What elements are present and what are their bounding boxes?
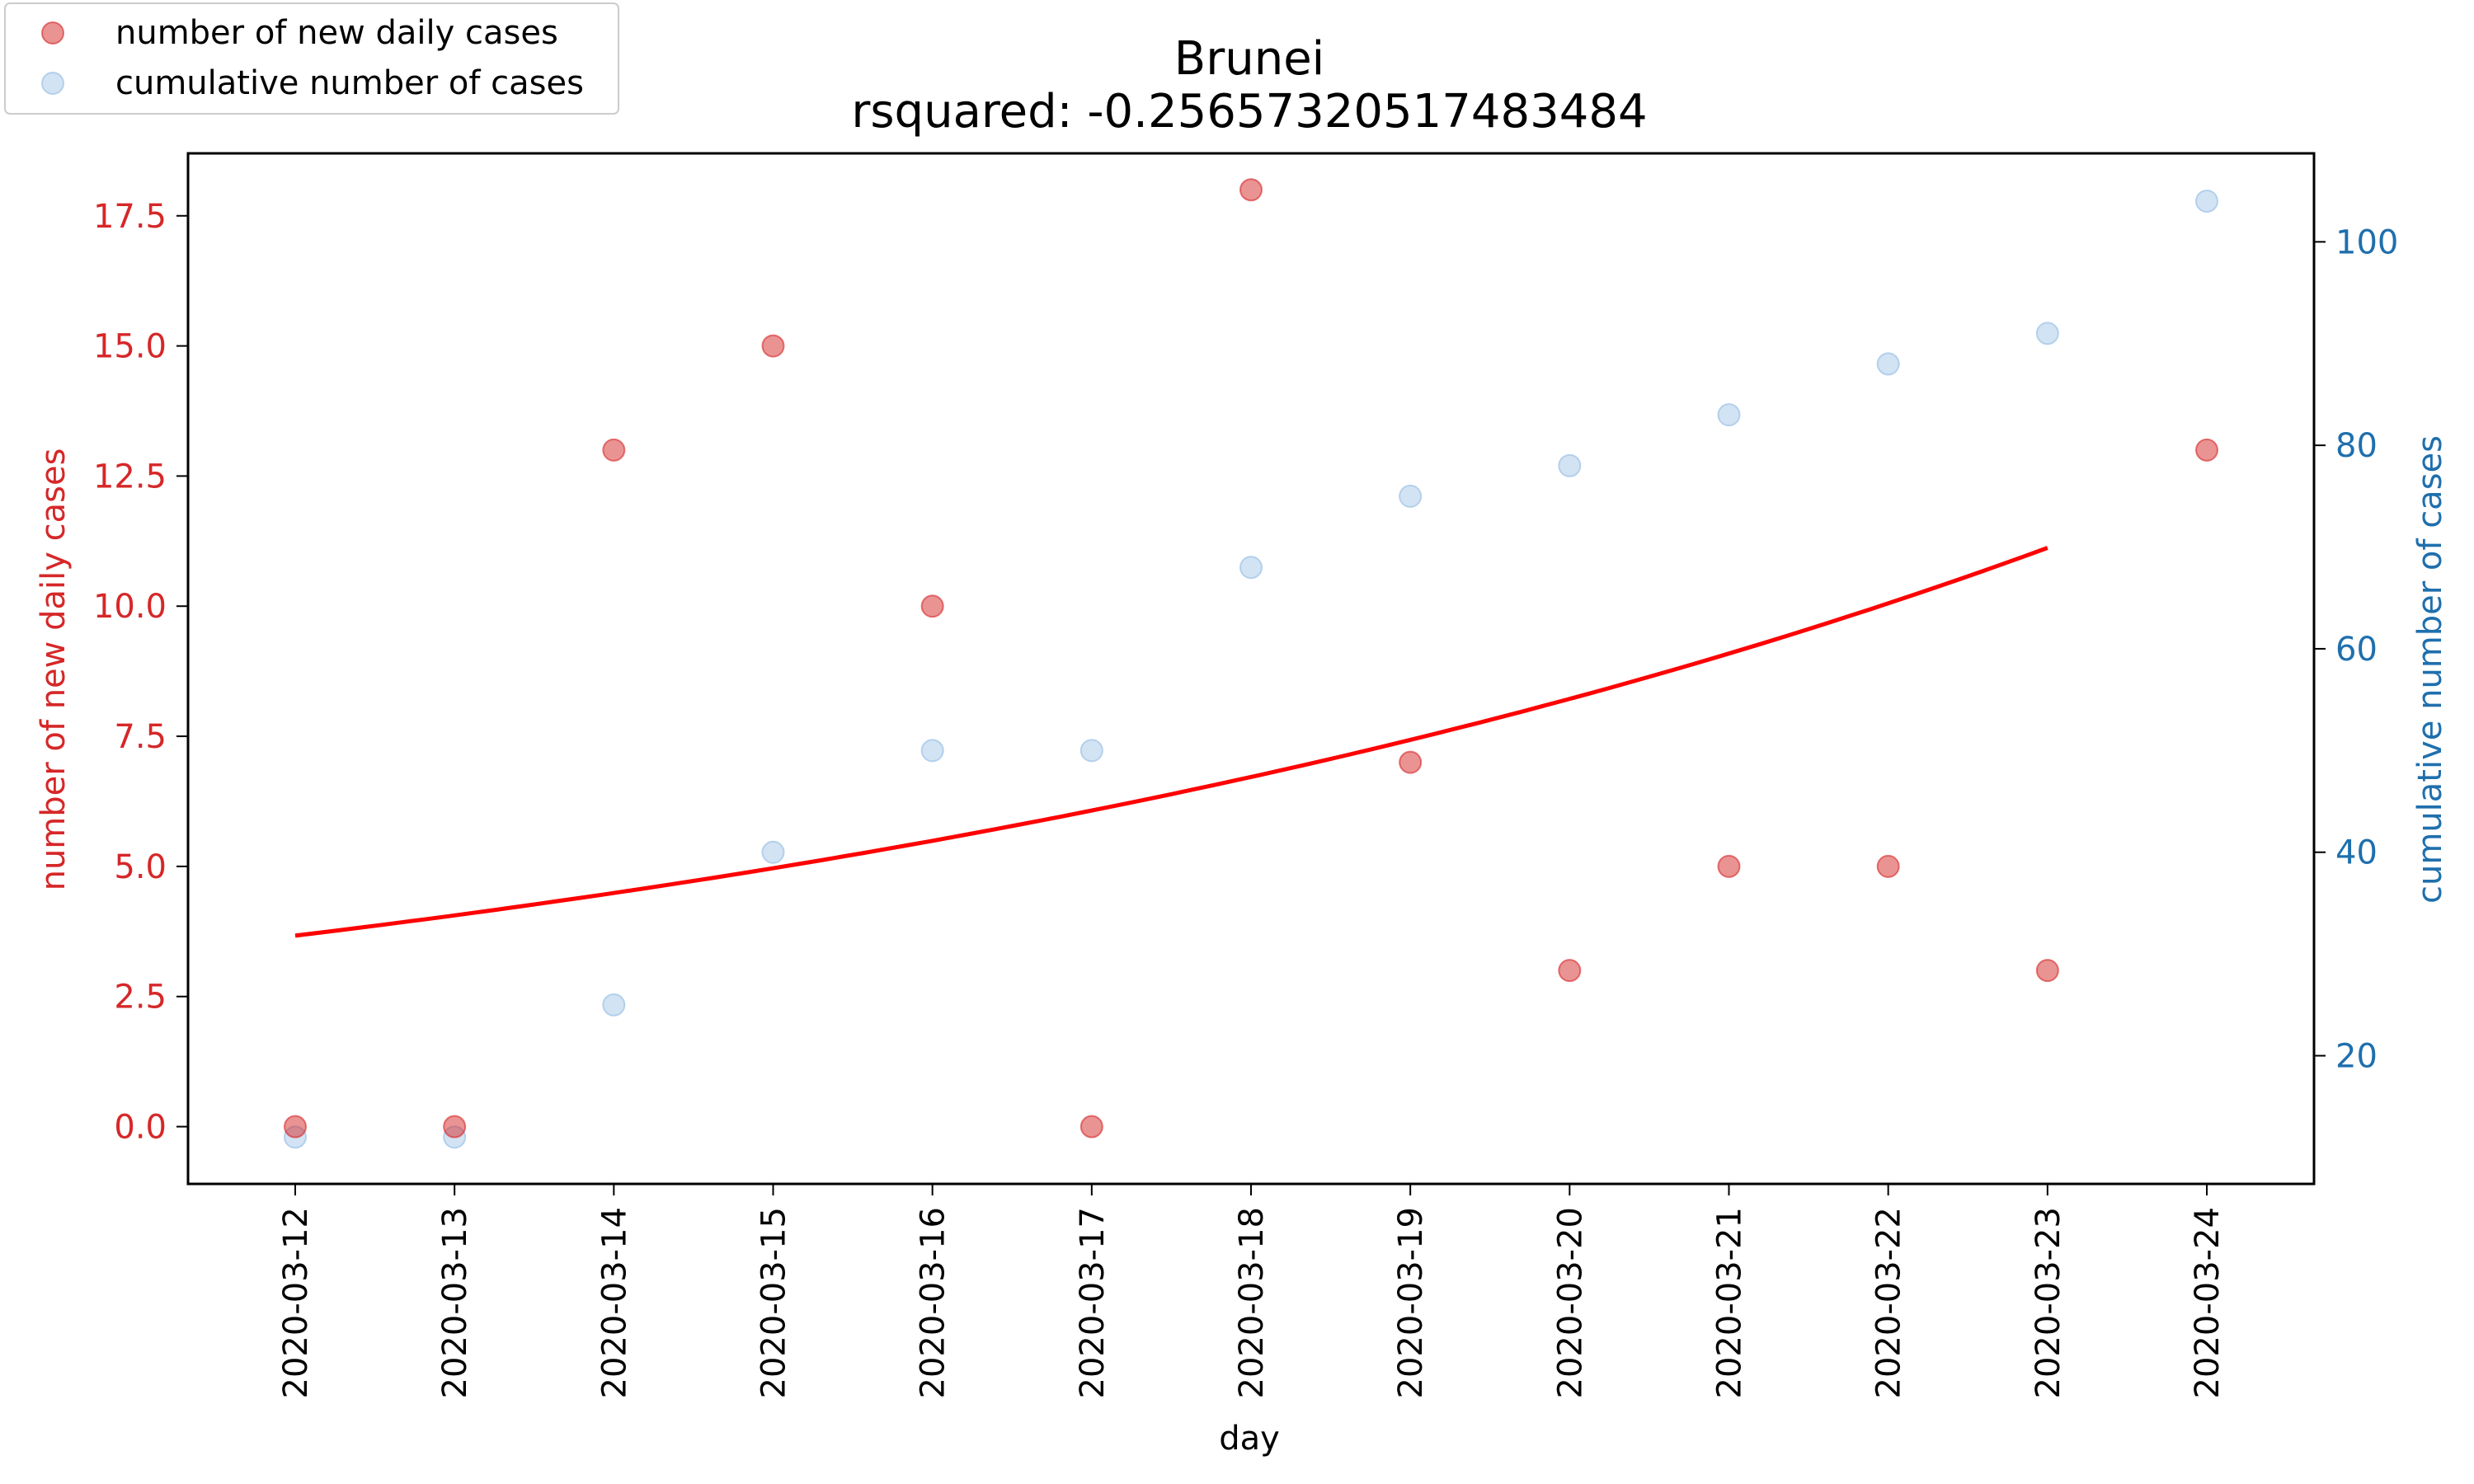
chart-subtitle: rsquared: -0.25657320517483484: [851, 85, 1647, 139]
new-daily-point-2020-03-17: [1079, 1115, 1103, 1139]
new-daily-point-2020-03-15: [761, 334, 785, 358]
new-daily-point-2020-03-16: [920, 594, 944, 618]
cumulative-point-2020-03-14: [602, 993, 626, 1017]
new-daily-point-2020-03-20: [1558, 959, 1582, 983]
y-left-tick-label-4: 10.0: [93, 588, 167, 626]
new-daily-point-2020-03-23: [2035, 959, 2059, 983]
legend-frame: [4, 2, 619, 115]
cumulative-point-2020-03-18: [1239, 556, 1263, 580]
y-right-tick-label-1: 40: [2335, 834, 2378, 872]
cumulative-point-2020-03-20: [1558, 453, 1582, 477]
x-tick-label-2020-03-15: 2020-03-15: [755, 1207, 793, 1398]
y-left-tick-label-0: 0.0: [114, 1109, 167, 1147]
y-left-tick-label-7: 17.5: [93, 198, 167, 236]
x-tick-label-2020-03-23: 2020-03-23: [2030, 1207, 2067, 1398]
legend-label-new-daily: number of new daily cases: [115, 14, 558, 52]
new-daily-point-2020-03-12: [284, 1115, 307, 1139]
x-tick-label-2020-03-16: 2020-03-16: [915, 1207, 952, 1398]
cumulative-point-2020-03-24: [2195, 189, 2218, 213]
x-axis-label: day: [1219, 1420, 1280, 1458]
x-tick-label-2020-03-21: 2020-03-21: [1711, 1207, 1749, 1398]
y-right-tick-label-0: 20: [2335, 1038, 2378, 1076]
new-daily-point-2020-03-21: [1717, 854, 1741, 878]
y-left-tick-label-2: 5.0: [114, 848, 167, 886]
x-tick-label-2020-03-19: 2020-03-19: [1392, 1207, 1430, 1398]
new-daily-point-2020-03-13: [443, 1115, 467, 1139]
plot-frame: [186, 152, 2316, 1186]
legend-label-cumulative: cumulative number of cases: [115, 64, 584, 102]
x-tick-label-2020-03-13: 2020-03-13: [436, 1207, 474, 1398]
x-tick-label-2020-03-22: 2020-03-22: [1870, 1207, 1908, 1398]
new-daily-point-2020-03-14: [602, 438, 626, 462]
x-tick-label-2020-03-18: 2020-03-18: [1233, 1207, 1271, 1398]
x-tick-label-2020-03-24: 2020-03-24: [2189, 1207, 2227, 1398]
y-axis-left-label: number of new daily cases: [35, 448, 73, 891]
plot-area: [186, 152, 2316, 1186]
new-daily-point-2020-03-18: [1239, 178, 1263, 202]
legend: number of new daily cases cumulative num…: [4, 2, 619, 115]
y-left-tick-label-6: 15.0: [93, 328, 167, 366]
new-daily-point-2020-03-22: [1876, 854, 1900, 878]
cumulative-point-2020-03-22: [1876, 352, 1900, 376]
y-left-tick-label-1: 2.5: [114, 979, 167, 1017]
x-tick-label-2020-03-12: 2020-03-12: [277, 1207, 315, 1398]
y-left-tick-label-5: 12.5: [93, 458, 167, 495]
y-axis-right-label: cumulative number of cases: [2411, 435, 2449, 904]
y-left-tick-label-3: 7.5: [114, 718, 167, 756]
cumulative-point-2020-03-17: [1079, 739, 1103, 763]
legend-marker-new-daily: [41, 21, 64, 45]
fit-line: [294, 546, 2048, 938]
cumulative-point-2020-03-23: [2035, 322, 2059, 345]
y-right-tick-label-4: 100: [2335, 223, 2398, 261]
legend-marker-cumulative: [41, 72, 64, 95]
cumulative-point-2020-03-15: [761, 840, 785, 864]
x-tick-label-2020-03-17: 2020-03-17: [1074, 1207, 1112, 1398]
new-daily-point-2020-03-19: [1399, 750, 1423, 774]
cumulative-point-2020-03-21: [1717, 403, 1741, 427]
chart-title: Brunei: [1174, 32, 1324, 86]
x-tick-label-2020-03-20: 2020-03-20: [1551, 1207, 1589, 1398]
cumulative-point-2020-03-19: [1399, 484, 1423, 508]
cumulative-point-2020-03-16: [920, 739, 944, 763]
new-daily-point-2020-03-24: [2195, 438, 2218, 462]
x-tick-label-2020-03-14: 2020-03-14: [595, 1207, 633, 1398]
axis-ticks: 2020-03-12 2020-03-13 2020-03-14 2020-03-15…: [93, 198, 2398, 1399]
y-right-tick-label-2: 60: [2335, 631, 2378, 669]
y-right-tick-label-3: 80: [2335, 427, 2378, 465]
